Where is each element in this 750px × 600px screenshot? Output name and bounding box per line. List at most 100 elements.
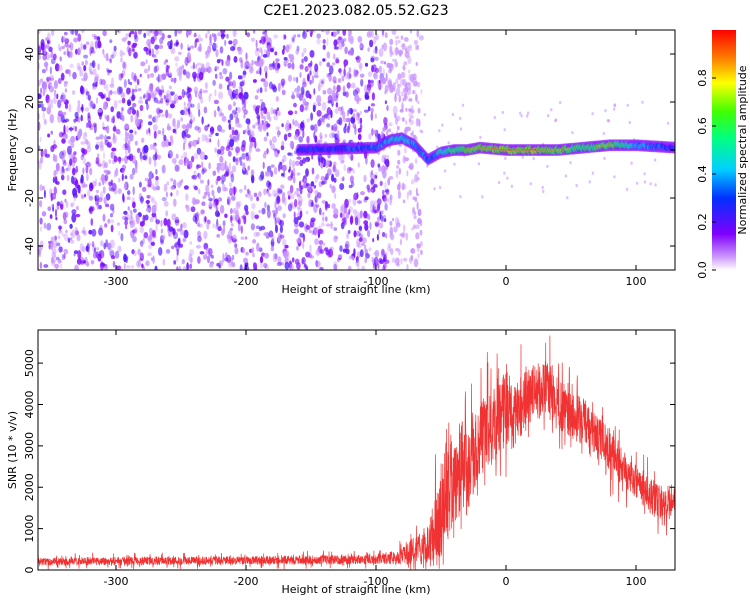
noise-blob (420, 88, 423, 95)
noise-blob (377, 163, 381, 168)
noise-blob (177, 238, 181, 247)
noise-blob (39, 136, 42, 143)
noise-blob (192, 71, 197, 79)
noise-blob (416, 171, 420, 175)
noise-blob (311, 30, 314, 35)
noise-blob (118, 130, 121, 135)
noise-blob (459, 195, 462, 199)
noise-blob (66, 125, 69, 134)
noise-blob (189, 249, 195, 256)
noise-blob (176, 254, 179, 263)
noise-blob (224, 165, 229, 171)
noise-blob (287, 110, 294, 116)
noise-blob (357, 162, 360, 168)
noise-blob (165, 191, 169, 198)
noise-blob (40, 149, 44, 158)
noise-blob (124, 123, 130, 129)
noise-blob (168, 45, 172, 50)
noise-blob (323, 247, 329, 252)
noise-blob (317, 192, 322, 199)
noise-blob (146, 129, 149, 135)
noise-blob (156, 185, 160, 191)
noise-blob (132, 88, 138, 93)
noise-blob (409, 162, 414, 171)
noise-blob (256, 105, 261, 109)
noise-blob (112, 260, 116, 268)
noise-blob (305, 168, 309, 177)
noise-blob (363, 174, 367, 183)
noise-blob (348, 184, 353, 189)
noise-blob (294, 160, 300, 166)
noise-blob (227, 198, 230, 205)
noise-blob (64, 198, 67, 203)
noise-blob (343, 59, 346, 69)
noise-blob (542, 189, 545, 194)
noise-blob (246, 63, 252, 67)
noise-blob (73, 177, 77, 182)
noise-blob (255, 148, 261, 152)
noise-blob (186, 31, 190, 36)
noise-blob (383, 218, 387, 223)
noise-blob (74, 264, 79, 270)
noise-blob (315, 201, 318, 208)
noise-blob (38, 93, 42, 99)
noise-blob (197, 102, 201, 112)
noise-blob (252, 239, 256, 244)
noise-blob (382, 262, 387, 270)
noise-blob (86, 173, 89, 182)
noise-blob (294, 110, 298, 115)
noise-blob (59, 263, 63, 269)
noise-blob (101, 173, 105, 183)
noise-blob (307, 191, 311, 199)
noise-blob (117, 30, 120, 33)
noise-blob (346, 71, 351, 80)
noise-blob (233, 56, 238, 63)
noise-blob (75, 205, 79, 211)
noise-blob (357, 35, 363, 43)
noise-blob (260, 36, 266, 45)
noise-blob (167, 41, 172, 47)
noise-blob (404, 157, 410, 162)
noise-blob (293, 120, 299, 127)
noise-blob (146, 202, 149, 209)
noise-blob (100, 191, 104, 200)
noise-blob (285, 122, 290, 132)
noise-blob (423, 113, 426, 117)
noise-blob (382, 68, 385, 77)
noise-blob (401, 102, 404, 112)
noise-blob (143, 232, 149, 239)
noise-blob (400, 35, 404, 40)
noise-blob (379, 76, 385, 84)
noise-blob (149, 83, 154, 88)
noise-blob (123, 79, 127, 88)
noise-blob (81, 30, 85, 34)
noise-blob (306, 30, 309, 33)
noise-blob (292, 77, 297, 82)
noise-blob (110, 255, 116, 260)
noise-blob (352, 113, 356, 118)
noise-blob (80, 260, 85, 266)
noise-blob (404, 147, 407, 154)
noise-blob (116, 222, 121, 226)
noise-blob (41, 107, 47, 112)
noise-blob (302, 81, 307, 88)
noise-blob (320, 243, 323, 249)
noise-blob (165, 109, 169, 119)
noise-blob (196, 218, 200, 227)
noise-blob (229, 187, 233, 196)
noise-blob (289, 158, 292, 167)
noise-blob (362, 237, 367, 244)
noise-blob (71, 229, 76, 239)
noise-blob (367, 47, 370, 52)
noise-blob (107, 218, 111, 224)
noise-blob (322, 58, 326, 62)
noise-blob (416, 30, 420, 38)
noise-blob (550, 108, 553, 112)
noise-blob (49, 77, 55, 81)
noise-blob (63, 233, 69, 242)
noise-blob (207, 255, 210, 264)
noise-blob (165, 249, 171, 254)
noise-blob (384, 32, 388, 39)
noise-blob (396, 165, 400, 169)
noise-blob (176, 266, 179, 270)
